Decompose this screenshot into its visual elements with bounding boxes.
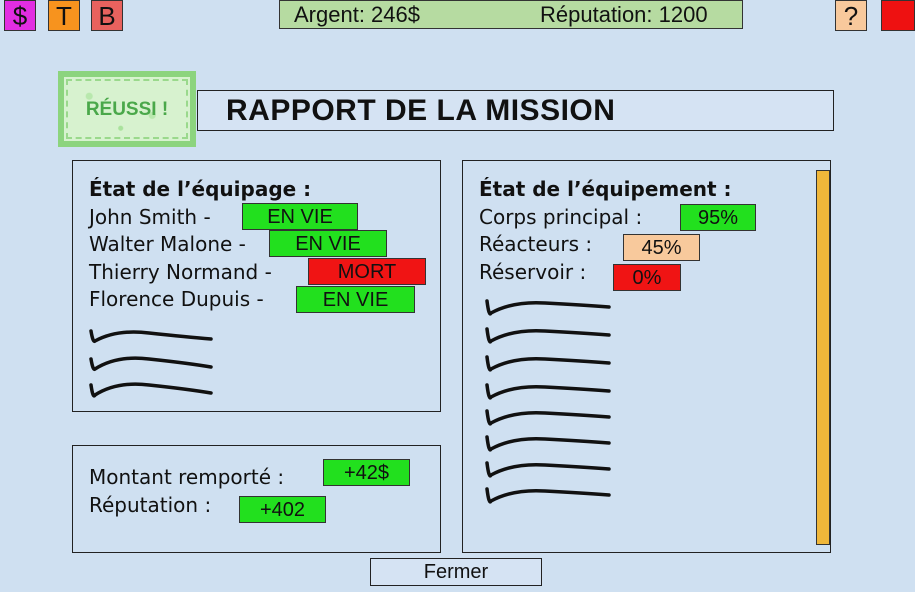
equipment-heading: État de l’équipement : <box>479 177 732 201</box>
rewards-panel: Montant remporté : +42$ Réputation : +40… <box>72 445 441 553</box>
reputation-label: Réputation : <box>89 493 212 517</box>
success-stamp-text: RÉUSSI ! <box>85 99 169 120</box>
title-box: RAPPORT DE LA MISSION <box>197 90 834 131</box>
crew-status-badge: EN VIE <box>296 286 415 313</box>
equipment-item-label: Réservoir : <box>479 260 587 284</box>
amount-label: Montant remporté : <box>89 465 285 489</box>
money-button[interactable]: $ <box>4 0 36 31</box>
equipment-panel: État de l’équipement : Corps principal :… <box>462 160 831 553</box>
equipment-item-label: Corps principal : <box>479 205 643 229</box>
close-red-button[interactable] <box>881 0 915 31</box>
b-button[interactable]: B <box>91 0 123 31</box>
crew-member-name: John Smith - <box>89 205 211 229</box>
crew-panel: État de l’équipage : John Smith - EN VIE… <box>72 160 441 412</box>
stats-bar: Argent: 246$ Réputation: 1200 <box>279 0 743 29</box>
help-button[interactable]: ? <box>835 0 867 31</box>
equipment-value-badge: 95% <box>680 204 756 231</box>
crew-heading: État de l’équipage : <box>89 177 312 201</box>
scribble-placeholder-icon <box>89 329 213 398</box>
crew-member-name: Florence Dupuis - <box>89 287 264 311</box>
t-button[interactable]: T <box>48 0 80 31</box>
crew-member-name: Thierry Normand - <box>89 260 272 284</box>
crew-status-badge: MORT <box>308 258 426 285</box>
close-button[interactable]: Fermer <box>370 558 542 586</box>
equipment-value-badge: 0% <box>613 264 681 291</box>
crew-member-name: Walter Malone - <box>89 232 246 256</box>
scribble-placeholder-icon <box>485 299 611 504</box>
reputation-stat: Réputation: 1200 <box>540 2 708 27</box>
reputation-value-badge: +402 <box>239 496 326 523</box>
equipment-item-label: Réacteurs : <box>479 232 593 256</box>
money-stat: Argent: 246$ <box>294 2 420 27</box>
equipment-scrollbar[interactable] <box>816 170 830 545</box>
success-stamp: RÉUSSI ! <box>58 71 196 147</box>
crew-status-badge: EN VIE <box>269 230 387 257</box>
page-title: RAPPORT DE LA MISSION <box>226 94 616 127</box>
equipment-value-badge: 45% <box>623 234 700 261</box>
crew-status-badge: EN VIE <box>242 203 358 230</box>
amount-value-badge: +42$ <box>323 459 410 486</box>
